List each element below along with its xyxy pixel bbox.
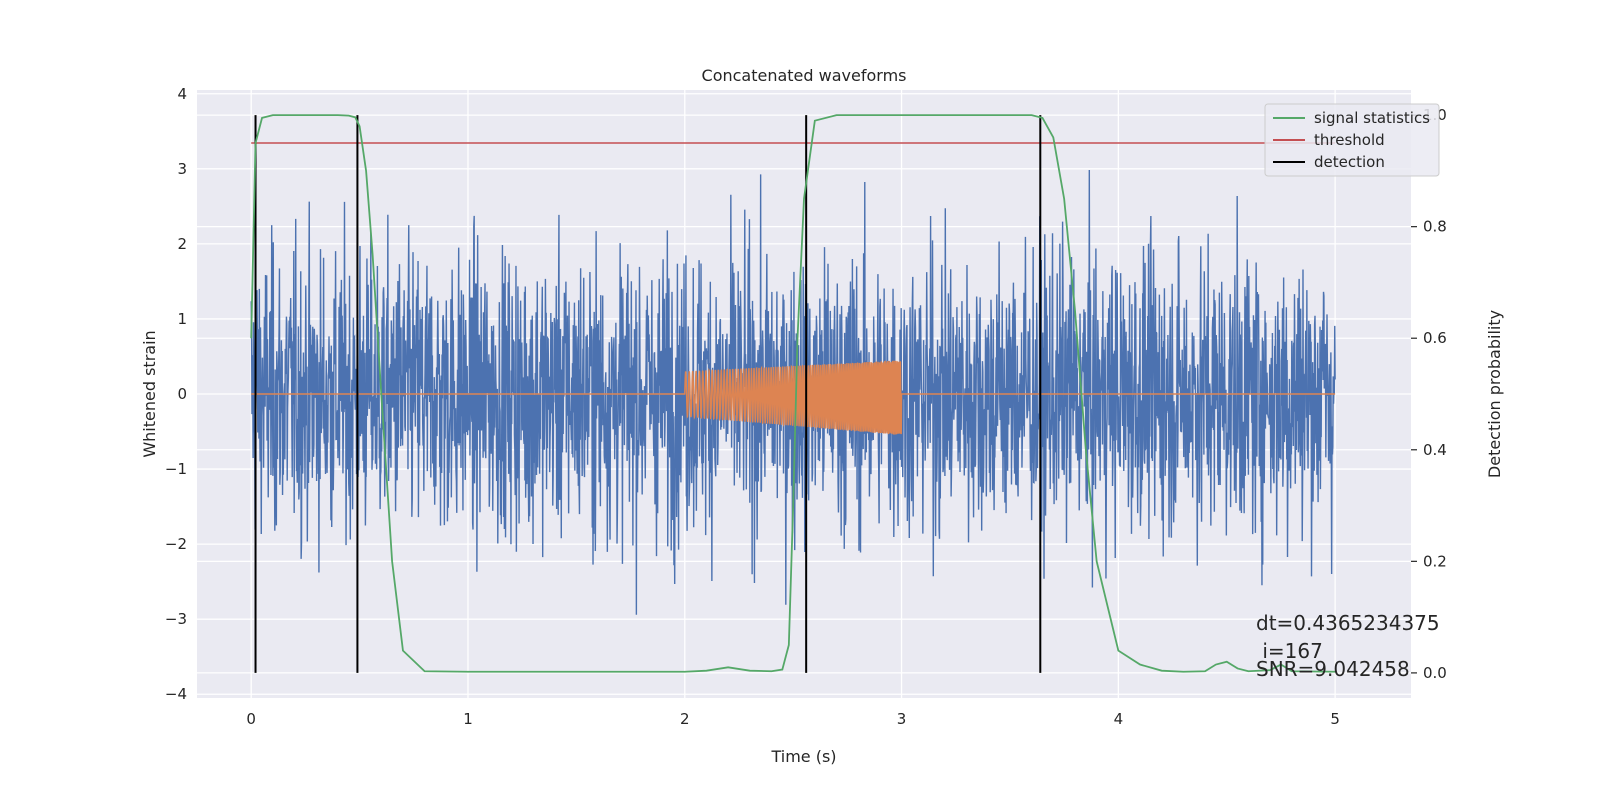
- annotation-dt: dt=0.4365234375: [1256, 611, 1440, 635]
- legend-box: [1264, 103, 1440, 177]
- y-tick-label: 3: [177, 160, 187, 178]
- y-tick-label: 1: [177, 310, 187, 328]
- x-tick-label: 5: [1330, 710, 1340, 728]
- signal-statistics-line: [250, 114, 1336, 673]
- y2-tick-label: 0.4: [1423, 441, 1447, 459]
- annotation-index: i=167: [1256, 639, 1323, 663]
- y-tick-label: 2: [177, 235, 187, 253]
- y2-tick-label: 0.0: [1423, 664, 1447, 682]
- y-tick-label: −2: [165, 535, 187, 553]
- annotation-snr: SNR=9.042458: [1256, 657, 1410, 681]
- y-tick-label: −4: [165, 685, 187, 703]
- x-tick-label: 2: [680, 710, 690, 728]
- legend-label: signal statistics: [1314, 109, 1430, 127]
- x-tick-label: 4: [1114, 710, 1124, 728]
- y-tick-label: −1: [165, 460, 187, 478]
- template-series-line: [251, 359, 1336, 435]
- x-axis-ticks: 0 1 2 3 4 5: [246, 710, 1339, 728]
- y2-axis-ticks: 0.00.20.40.60.81.0: [1411, 106, 1447, 682]
- x-axis-label: Time (s): [770, 747, 836, 766]
- y-tick-label: −3: [165, 610, 187, 628]
- legend-label: threshold: [1314, 131, 1385, 149]
- y2-tick-label: 0.8: [1423, 218, 1447, 236]
- detection-lines: [254, 115, 1042, 673]
- x-tick-label: 3: [897, 710, 907, 728]
- y2-tick-label: 0.6: [1423, 329, 1447, 347]
- y-axis-label: Whitened strain: [140, 330, 159, 457]
- y2-tick-label: 0.2: [1423, 552, 1447, 570]
- y-tick-label: 4: [177, 85, 187, 103]
- legend-label: detection: [1314, 153, 1385, 171]
- chart-title: Concatenated waveforms: [702, 66, 907, 85]
- y-tick-label: 0: [177, 385, 187, 403]
- plot-area: [250, 114, 1336, 673]
- y-axis-ticks: −4 −3 −2 −1 0 1 2 3 4: [165, 85, 187, 703]
- annotations: dt=0.4365234375 i=167 SNR=9.042458: [1256, 611, 1440, 681]
- y2-axis-label: Detection probability: [1485, 310, 1504, 478]
- legend: signal statistics threshold detection: [1264, 103, 1440, 177]
- x-tick-label: 0: [246, 710, 256, 728]
- x-tick-label: 1: [463, 710, 473, 728]
